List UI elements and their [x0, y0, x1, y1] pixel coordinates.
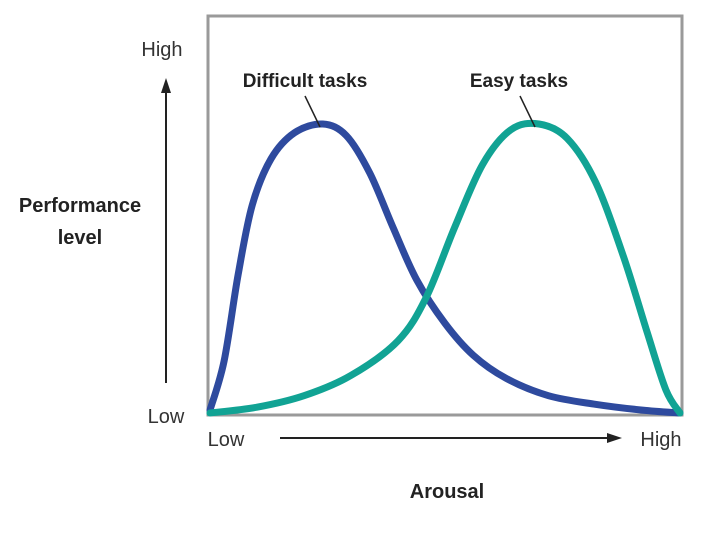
series-layer	[206, 119, 684, 417]
y-axis-title-line2: level	[58, 227, 102, 249]
easy-tasks-label: Easy tasks	[470, 71, 568, 92]
y-low-label: Low	[148, 406, 185, 428]
difficult-tasks-label: Difficult tasks	[243, 71, 368, 92]
y-axis-arrow-head	[161, 78, 171, 93]
x-axis-title: Arousal	[410, 481, 484, 503]
plot-frame	[206, 14, 684, 417]
difficult-tasks-leader	[304, 95, 321, 128]
x-axis-arrow-head	[607, 433, 622, 443]
difficult-tasks-curve	[206, 120, 684, 417]
easy-tasks-leader	[519, 95, 536, 128]
x-high-label: High	[640, 429, 681, 451]
y-high-label: High	[141, 39, 182, 61]
y-axis-title-line1: Performance	[19, 195, 141, 217]
x-low-label: Low	[208, 429, 245, 451]
easy-tasks-curve	[206, 119, 684, 417]
